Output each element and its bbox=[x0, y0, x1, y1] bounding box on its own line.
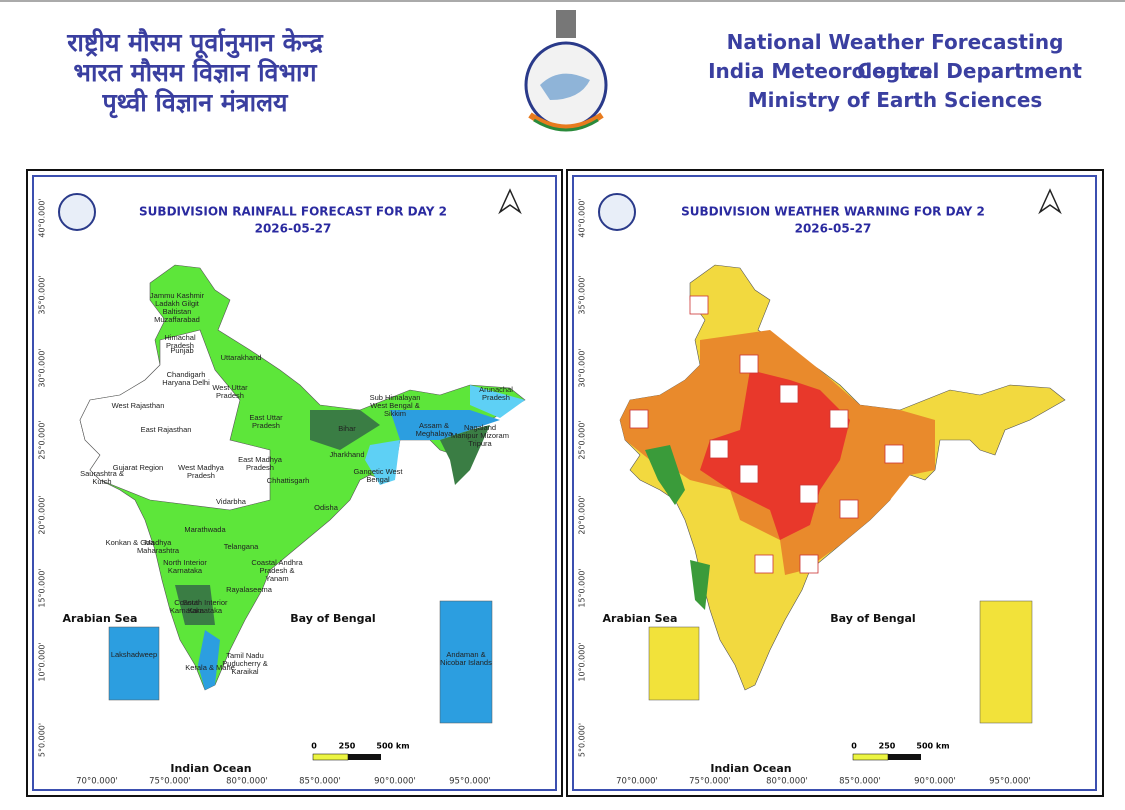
scale-label: 250 bbox=[879, 742, 896, 751]
lat-label: 25°0.000' bbox=[578, 420, 587, 459]
map-title: SUBDIVISION RAINFALL FORECAST FOR DAY 2 bbox=[139, 205, 447, 219]
region-label: Madhya Maharashtra bbox=[136, 538, 180, 555]
lat-label: 40°0.000' bbox=[38, 198, 47, 237]
panel-border bbox=[566, 169, 1104, 797]
region-label: Nagaland Manipur Mizoram Tripura bbox=[451, 423, 509, 448]
lat-label: 20°0.000' bbox=[38, 495, 47, 534]
sea-label: Indian Ocean bbox=[710, 762, 791, 775]
lat-label: 5°0.000' bbox=[38, 723, 47, 757]
region-label: Sub Himalayan West Bengal & Sikkim bbox=[369, 393, 421, 418]
panel-border bbox=[26, 169, 563, 797]
region-label: Coastal Karnataka bbox=[169, 598, 205, 615]
lon-label: 90°0.000' bbox=[914, 777, 956, 787]
region-label: Jammu Kashmir Ladakh Gilgit Baltistan Mu… bbox=[149, 291, 205, 324]
region-label: Uttarakhand bbox=[220, 353, 262, 362]
lat-label: 15°0.000' bbox=[38, 568, 47, 607]
english-heading: Ministry of Earth Sciences bbox=[747, 88, 1043, 112]
lon-label: 85°0.000' bbox=[299, 777, 341, 787]
lon-label: 75°0.000' bbox=[149, 777, 191, 787]
lat-label: 10°0.000' bbox=[578, 642, 587, 681]
region-label: Assam & Meghalaya bbox=[415, 421, 453, 438]
lon-label: 95°0.000' bbox=[989, 777, 1031, 787]
lat-label: 25°0.000' bbox=[38, 420, 47, 459]
lat-label: 35°0.000' bbox=[38, 275, 47, 314]
region-label: Bihar bbox=[338, 424, 356, 433]
scale-label: 250 bbox=[339, 742, 356, 751]
lon-label: 90°0.000' bbox=[374, 777, 416, 787]
region-label: Marathwada bbox=[184, 525, 226, 534]
lat-label: 10°0.000' bbox=[38, 642, 47, 681]
map-date: 2026-05-27 bbox=[255, 222, 332, 236]
region-label: Arunachal Pradesh bbox=[479, 385, 513, 402]
region-label: Saurashtra & Kutch bbox=[80, 469, 124, 486]
sea-label: Bay of Bengal bbox=[290, 612, 375, 625]
map-title: SUBDIVISION WEATHER WARNING FOR DAY 2 bbox=[681, 205, 985, 219]
hindi-heading: पृथ्वी विज्ञान मंत्रालय bbox=[102, 88, 288, 117]
region-label: Tamil Nadu Puducherry & Karaikal bbox=[222, 651, 268, 676]
lon-label: 70°0.000' bbox=[76, 777, 118, 787]
sea-label: Arabian Sea bbox=[603, 612, 678, 625]
scale-label: 0 bbox=[311, 742, 317, 751]
region-label: Punjab bbox=[170, 346, 194, 355]
region-label: Chandigarh Haryana Delhi bbox=[162, 370, 210, 387]
region-label: West Madhya Pradesh bbox=[178, 463, 224, 480]
region-label: East Rajasthan bbox=[140, 425, 192, 434]
region-label: East Madhya Pradesh bbox=[238, 455, 282, 472]
lat-label: 40°0.000' bbox=[578, 198, 587, 237]
emblem bbox=[524, 10, 608, 132]
region-label: South Interior Karnataka bbox=[182, 598, 228, 615]
region-label: Telangana bbox=[223, 542, 259, 551]
region-label: Coastal Andhra Pradesh & Yanam bbox=[251, 558, 303, 583]
sea-label: Indian Ocean bbox=[170, 762, 251, 775]
region-label: Himachal Pradesh bbox=[164, 333, 196, 350]
scale-label: 0 bbox=[851, 742, 857, 751]
sea-label: Bay of Bengal bbox=[830, 612, 915, 625]
english-heading: National Weather Forecasting Centre bbox=[726, 30, 1064, 83]
hindi-heading: भारत मौसम विज्ञान विभाग bbox=[73, 58, 317, 87]
lat-label: 20°0.000' bbox=[578, 495, 587, 534]
region-label: Kerala & Mahe bbox=[185, 663, 235, 672]
region-label: West Uttar Pradesh bbox=[212, 383, 248, 400]
lon-label: 95°0.000' bbox=[449, 777, 491, 787]
map-panel: SUBDIVISION WEATHER WARNING FOR DAY 2 202… bbox=[572, 175, 1097, 791]
region-label: Odisha bbox=[314, 503, 338, 512]
lon-label: 80°0.000' bbox=[766, 777, 808, 787]
lon-label: 75°0.000' bbox=[689, 777, 731, 787]
region-label: Lakshadweep bbox=[110, 650, 158, 659]
scale-label: 500 km bbox=[376, 742, 409, 751]
hindi-heading: राष्ट्रीय मौसम पूर्वानुमान केन्द्र bbox=[67, 28, 323, 57]
region-label: North Interior Karnataka bbox=[163, 558, 207, 575]
map-panel: SUBDIVISION RAINFALL FORECAST FOR DAY 2 2… bbox=[32, 175, 557, 791]
region-label: Jharkhand bbox=[329, 450, 365, 459]
lon-label: 80°0.000' bbox=[226, 777, 268, 787]
region-label: Chhattisgarh bbox=[266, 476, 310, 485]
region-label: Andaman & Nicobar Islands bbox=[440, 650, 492, 667]
region-label: East Uttar Pradesh bbox=[249, 413, 283, 430]
scale-label: 500 km bbox=[916, 742, 949, 751]
map-date: 2026-05-27 bbox=[795, 222, 872, 236]
lat-label: 30°0.000' bbox=[38, 348, 47, 387]
lat-label: 30°0.000' bbox=[578, 348, 587, 387]
sea-label: Arabian Sea bbox=[63, 612, 138, 625]
lat-label: 5°0.000' bbox=[578, 723, 587, 757]
lon-label: 70°0.000' bbox=[616, 777, 658, 787]
region-label: Gujarat Region bbox=[112, 463, 164, 472]
lat-label: 15°0.000' bbox=[578, 568, 587, 607]
lon-label: 85°0.000' bbox=[839, 777, 881, 787]
region-label: Rayalaseema bbox=[226, 585, 272, 594]
english-heading: India Meteorological Department bbox=[708, 59, 1082, 83]
region-label: Konkan & Goa bbox=[105, 538, 155, 547]
region-label: Vidarbha bbox=[216, 497, 246, 506]
region-label: Gangetic West Bengal bbox=[353, 467, 403, 484]
lat-label: 35°0.000' bbox=[578, 275, 587, 314]
region-label: West Rajasthan bbox=[111, 401, 165, 410]
